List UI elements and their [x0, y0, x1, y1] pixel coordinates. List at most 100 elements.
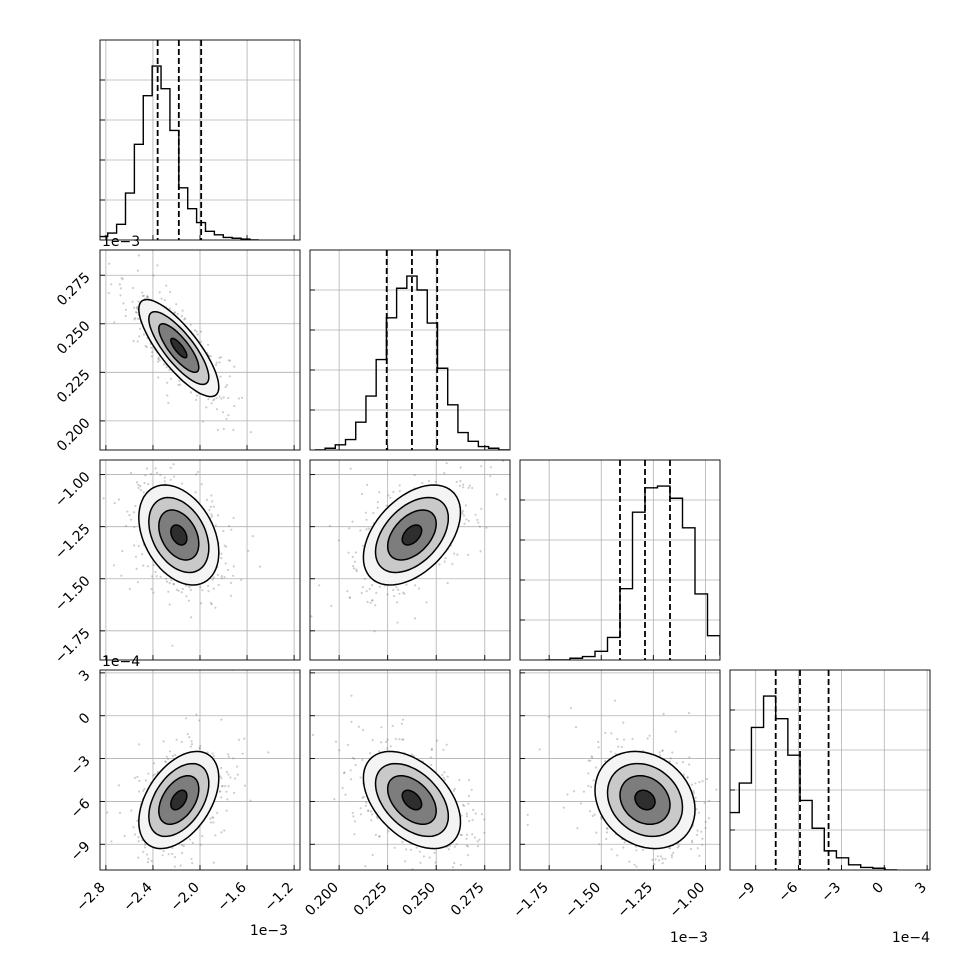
contour-core	[170, 524, 188, 546]
sample-point	[690, 783, 694, 786]
sample-point	[386, 593, 389, 596]
sample-point	[396, 621, 399, 624]
sample-point	[346, 743, 349, 747]
sample-point	[129, 518, 133, 521]
sample-point	[669, 847, 672, 850]
diag-panel-2	[519, 459, 721, 661]
sample-point	[152, 564, 155, 567]
sample-point	[475, 445, 477, 447]
sample-point	[147, 772, 150, 775]
sample-point	[207, 343, 210, 346]
sample-point	[338, 749, 341, 752]
sample-point	[677, 845, 680, 848]
sample-point	[199, 602, 203, 605]
sample-point	[212, 505, 215, 508]
sample-point	[217, 514, 220, 517]
sample-point	[334, 740, 338, 743]
sample-point	[341, 786, 344, 790]
sample-point	[418, 850, 421, 853]
sample-point	[220, 718, 223, 721]
sample-point	[182, 844, 185, 848]
sample-point	[157, 360, 160, 363]
sample-point	[129, 471, 133, 475]
sample-point	[124, 308, 127, 311]
sample-point	[459, 466, 462, 469]
sample-point	[478, 838, 481, 841]
sample-point	[672, 851, 675, 855]
sample-point	[415, 846, 418, 849]
sample-point	[489, 466, 492, 469]
sample-point	[464, 504, 467, 507]
sample-point	[121, 550, 124, 553]
sample-point	[467, 802, 470, 805]
sample-point	[146, 861, 149, 864]
sample-point	[310, 615, 313, 618]
y-tick-label: 0.250	[54, 318, 94, 358]
sample-point	[185, 717, 188, 720]
diag-panel-3	[729, 669, 931, 871]
sample-point	[155, 575, 158, 578]
sample-point	[446, 582, 449, 585]
sample-point	[392, 588, 395, 592]
sample-point	[562, 806, 565, 809]
sample-point	[132, 826, 135, 829]
sample-point	[151, 351, 154, 354]
sample-point	[385, 740, 388, 744]
sample-point	[413, 473, 416, 477]
sample-point	[144, 779, 147, 782]
sample-point	[212, 587, 215, 590]
sample-point	[350, 720, 353, 724]
sample-point	[436, 739, 439, 742]
sample-point	[190, 857, 193, 861]
sample-point	[93, 544, 95, 546]
sample-point	[387, 494, 390, 497]
sample-point	[591, 814, 594, 818]
sample-point	[696, 847, 699, 850]
sample-point	[359, 776, 362, 779]
sample-point	[247, 549, 250, 552]
sample-point	[698, 780, 701, 784]
sample-point	[137, 486, 140, 490]
sample-point	[670, 856, 674, 859]
sample-point	[136, 481, 139, 484]
sample-point	[668, 846, 671, 850]
sample-point	[200, 483, 203, 486]
sample-point	[671, 751, 674, 754]
sample-point	[221, 785, 224, 788]
sample-point	[225, 384, 229, 387]
sample-point	[648, 734, 651, 737]
sample-point	[364, 511, 367, 514]
sample-point	[401, 840, 404, 844]
sample-point	[222, 411, 225, 414]
y-tick-label: −9	[68, 839, 94, 865]
sample-point	[590, 755, 593, 758]
sample-point	[195, 330, 198, 333]
sample-point	[501, 460, 505, 462]
sample-point	[210, 494, 213, 497]
contour-1-5sigma	[148, 496, 210, 574]
sample-point	[488, 871, 490, 873]
sample-point	[219, 356, 223, 359]
sample-point	[150, 859, 153, 863]
sample-point	[121, 278, 124, 281]
sample-point	[183, 318, 186, 321]
sample-point	[479, 877, 481, 879]
diag-frame-0	[99, 39, 301, 241]
sample-point	[133, 526, 136, 529]
sample-point	[227, 568, 230, 572]
sample-point	[526, 813, 529, 816]
sample-point	[233, 365, 236, 368]
sample-point	[150, 346, 153, 349]
sample-point	[222, 427, 225, 431]
sample-point	[166, 394, 169, 397]
sample-point	[597, 740, 600, 744]
sample-point	[167, 758, 170, 761]
sample-point	[467, 854, 470, 857]
pair-panel-2-0	[93, 459, 301, 661]
sample-point	[152, 774, 155, 777]
sample-point	[219, 775, 222, 778]
sample-point	[173, 865, 176, 868]
contour-2sigma	[138, 298, 220, 398]
sample-point	[249, 799, 252, 802]
sample-point	[243, 784, 246, 787]
